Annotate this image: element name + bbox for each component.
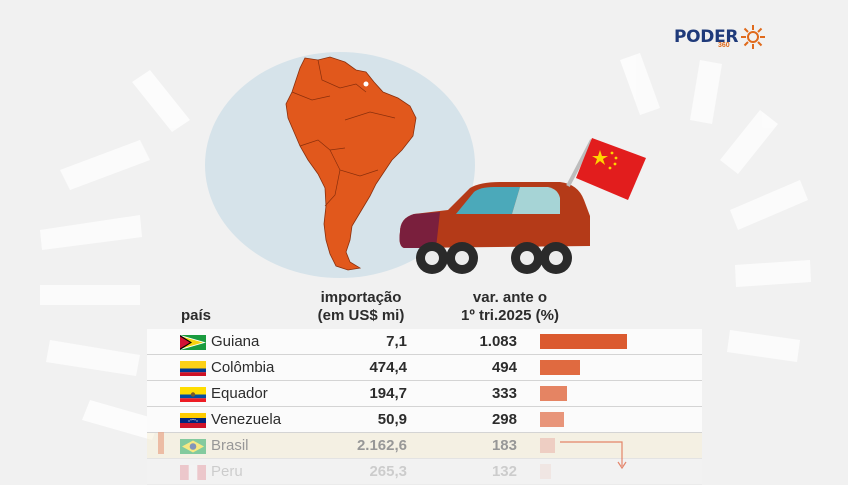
logo-name: PODER bbox=[674, 27, 739, 47]
header-variation-line1: var. ante o bbox=[472, 289, 548, 306]
car-illustration bbox=[399, 182, 590, 274]
country-name: Colômbia bbox=[211, 359, 275, 376]
variation-value: 183 bbox=[491, 437, 517, 454]
import-value: 194,7 bbox=[369, 385, 407, 402]
import-value: 474,4 bbox=[369, 359, 407, 376]
peru-flag-icon bbox=[180, 465, 206, 480]
header-country: país bbox=[181, 307, 212, 324]
variation-value: 132 bbox=[491, 463, 517, 480]
header-variation: var. ante o 1º tri.2025 (%) bbox=[440, 289, 580, 325]
variation-bar bbox=[540, 438, 555, 453]
country-name: Equador bbox=[211, 385, 268, 402]
table-row-highlighted: Brasil 2.162,6 183 bbox=[147, 433, 702, 459]
variation-value: 333 bbox=[491, 385, 517, 402]
variation-bar bbox=[540, 334, 627, 349]
variation-value: 494 bbox=[491, 359, 517, 376]
south-america-map bbox=[285, 56, 417, 271]
variation-bar bbox=[540, 386, 567, 401]
table-row: Guiana 7,1 1.083 bbox=[147, 329, 702, 355]
table-row: Venezuela 50,9 298 bbox=[147, 407, 702, 433]
variation-bar bbox=[540, 412, 564, 427]
variation-value: 1.083 bbox=[479, 333, 517, 350]
brasil-row-marker bbox=[158, 432, 164, 454]
ecuador-flag-icon bbox=[180, 387, 206, 402]
venezuela-flag-icon bbox=[180, 413, 206, 428]
variation-bar bbox=[540, 360, 580, 375]
import-value: 7,1 bbox=[386, 333, 407, 350]
country-name: Venezuela bbox=[211, 411, 282, 428]
header-variation-line2: 1º tri.2025 (%) bbox=[460, 307, 560, 324]
brazil-flag-icon bbox=[180, 439, 206, 454]
header-import: importação (em US$ mi) bbox=[306, 289, 416, 325]
map-marker bbox=[363, 81, 369, 87]
guyana-flag-icon bbox=[180, 335, 206, 350]
import-value: 50,9 bbox=[377, 411, 407, 428]
sun-logo-icon bbox=[741, 25, 766, 49]
country-name: Guiana bbox=[211, 333, 260, 350]
table-row: Equador 194,7 333 bbox=[147, 381, 702, 407]
import-value: 265,3 bbox=[369, 463, 407, 480]
table-row: Colômbia 474,4 494 bbox=[147, 355, 702, 381]
poder360-logo: PODER 360 bbox=[674, 24, 766, 50]
hero-illustration bbox=[205, 52, 646, 278]
country-borders bbox=[291, 59, 396, 207]
header-import-line1: importação bbox=[320, 289, 402, 306]
table-row: Peru 265,3 132 bbox=[147, 459, 702, 485]
china-flag-icon bbox=[566, 138, 646, 200]
import-value: 2.162,6 bbox=[356, 437, 407, 454]
country-name: Brasil bbox=[211, 437, 249, 454]
data-table: Guiana 7,1 1.083 Colômbia 474,4 494 Equa… bbox=[147, 329, 702, 485]
colombia-flag-icon bbox=[180, 361, 206, 376]
logo-suffix: 360 bbox=[718, 42, 730, 49]
variation-bar bbox=[540, 464, 551, 479]
header-import-line2: (em US$ mi) bbox=[317, 307, 405, 324]
country-name: Peru bbox=[211, 463, 243, 480]
variation-value: 298 bbox=[491, 411, 517, 428]
